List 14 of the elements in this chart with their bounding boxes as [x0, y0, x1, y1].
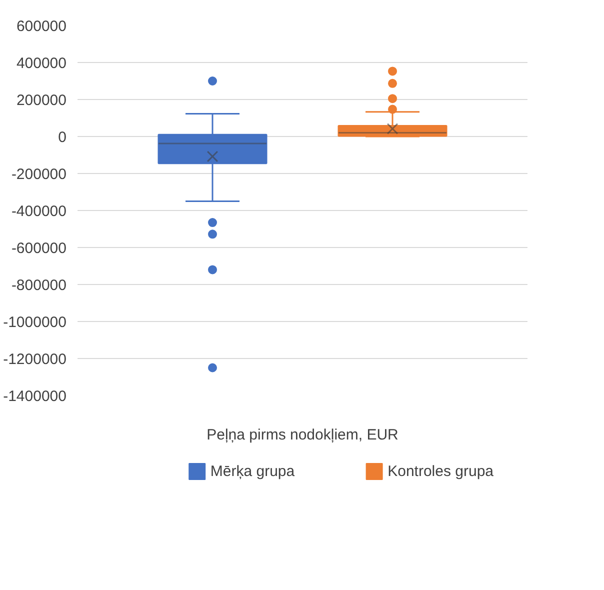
legend-label: Mērķa grupa: [210, 463, 296, 480]
y-tick-label: -200000: [11, 166, 67, 183]
x-tick-label: Peļņa pirms nodokļiem, EUR: [206, 426, 399, 444]
y-tick-label: 400000: [16, 55, 67, 72]
legend-label: Kontroles grupa: [388, 463, 494, 480]
y-tick-label: 0: [58, 129, 66, 146]
y-tick-label: 200000: [16, 92, 67, 109]
y-tick-label: 600000: [16, 18, 67, 35]
y-tick-label: -1000000: [3, 314, 67, 331]
y-tick-label: -600000: [11, 240, 67, 257]
y-tick-label: -1400000: [3, 388, 67, 405]
y-tick-label: -1200000: [3, 351, 67, 368]
y-tick-label: -800000: [11, 277, 67, 294]
y-tick-label: -400000: [11, 203, 67, 220]
